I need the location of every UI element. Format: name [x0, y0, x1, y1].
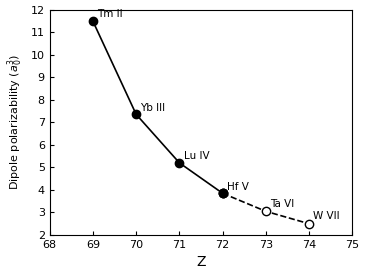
Text: Yb III: Yb III — [141, 103, 166, 112]
Text: Ta VI: Ta VI — [270, 199, 295, 209]
X-axis label: Z: Z — [196, 255, 206, 270]
Text: Lu IV: Lu IV — [184, 151, 210, 161]
Text: Tm II: Tm II — [97, 9, 123, 19]
Y-axis label: Dipole polarizability ($a_0^{3}$): Dipole polarizability ($a_0^{3}$) — [5, 54, 25, 190]
Text: W VII: W VII — [314, 211, 340, 221]
Text: Hf V: Hf V — [227, 182, 249, 191]
